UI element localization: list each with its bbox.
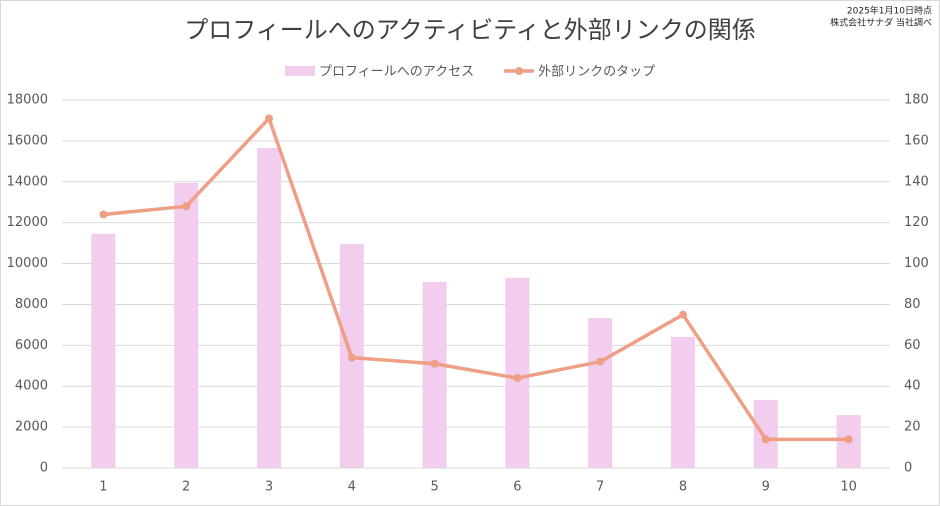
- bar: [91, 233, 116, 468]
- y-tick-label: 14000: [7, 174, 48, 189]
- line-point: [182, 202, 191, 211]
- y2-tick-label: 20: [904, 420, 921, 435]
- x-tick-label: 6: [513, 480, 521, 495]
- x-tick-label: 9: [762, 480, 770, 495]
- bar: [753, 399, 778, 468]
- line: [103, 116, 849, 442]
- y-tick-label: 18000: [7, 93, 48, 108]
- y2-tick-label: 40: [904, 379, 921, 394]
- line-point: [347, 353, 356, 362]
- y2-tick-label: 0: [904, 461, 912, 476]
- y-tick-label: 16000: [7, 133, 48, 148]
- y2-tick-label: 100: [904, 256, 929, 271]
- annotation: 株式会社サナダ 当社調べ: [830, 17, 932, 29]
- x-tick-label: 3: [265, 480, 273, 495]
- line-point: [430, 359, 439, 368]
- y-tick-label: 4000: [15, 379, 48, 394]
- legend-label: 外部リンクのタップ: [538, 65, 655, 80]
- legend-label: プロフィールへのアクセス: [319, 65, 474, 80]
- line-point: [513, 374, 522, 383]
- y2-tick-label: 140: [904, 174, 929, 189]
- line-point: [844, 435, 853, 444]
- legend-swatch: [515, 67, 524, 75]
- y-tick-label: 2000: [15, 420, 48, 435]
- legend-swatch: [285, 66, 315, 76]
- y2-tick-label: 180: [904, 93, 929, 108]
- y-tick-label: 0: [40, 461, 48, 476]
- bar: [174, 183, 199, 468]
- y-tick-label: 12000: [7, 215, 48, 230]
- y-tick-label: 10000: [7, 256, 48, 271]
- bar: [588, 317, 613, 468]
- chart-title: プロフィールへのアクティビティと外部リンクの関係: [184, 16, 755, 44]
- bar: [257, 148, 281, 469]
- x-tick-label: 4: [348, 480, 356, 495]
- x-tick-label: 7: [596, 480, 604, 495]
- x-tick-label: 10: [840, 480, 857, 495]
- y-tick-label: 6000: [15, 338, 48, 353]
- line-point: [596, 357, 605, 366]
- x-tick-label: 5: [430, 480, 438, 495]
- x-tick-label: 2: [182, 480, 190, 495]
- y2-tick-label: 120: [904, 215, 929, 230]
- line-point: [99, 210, 108, 219]
- y2-tick-label: 80: [904, 297, 921, 312]
- line-point: [265, 114, 273, 123]
- line-point: [761, 435, 770, 444]
- x-tick-label: 8: [679, 480, 687, 495]
- x-tick-label: 1: [99, 480, 107, 495]
- bar: [671, 336, 695, 468]
- line-point: [679, 310, 687, 319]
- annotation: 2025年1月10日時点: [847, 5, 932, 17]
- y2-tick-label: 160: [904, 133, 929, 148]
- y-tick-label: 8000: [15, 297, 48, 312]
- bar: [422, 281, 447, 468]
- bar: [505, 277, 530, 468]
- y2-tick-label: 60: [904, 338, 921, 353]
